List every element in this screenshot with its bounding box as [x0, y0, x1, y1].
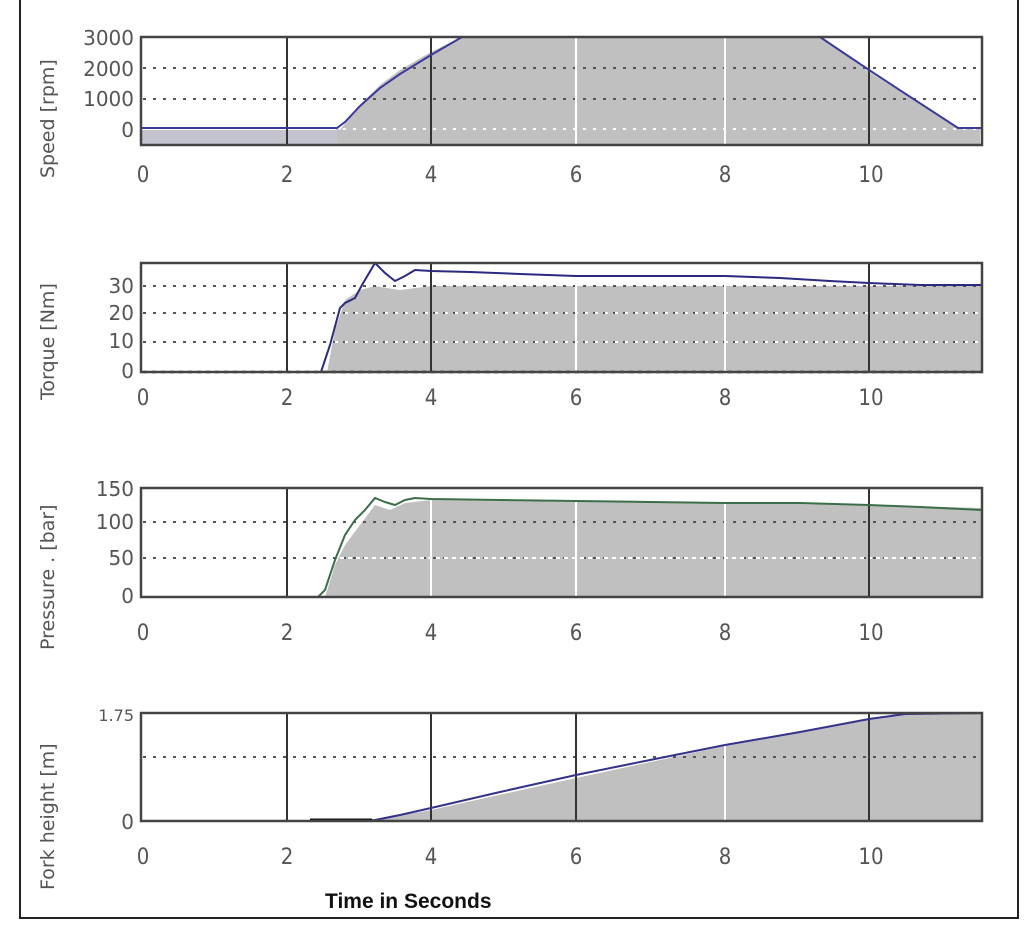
torque-grid-v [286, 263, 870, 372]
fork-height-panel: 1.75 0 0 2 4 6 8 10 Fork height [m] Time… [37, 706, 984, 913]
speed-axes-box [139, 35, 984, 147]
xtick-4: 4 [425, 845, 438, 870]
torque-axes-box [139, 261, 984, 374]
xtick-6: 6 [570, 386, 583, 411]
pressure-grid-v [286, 488, 870, 597]
pressure-ytick-150: 150 [96, 477, 134, 501]
speed-ylabel: Speed [rpm] [37, 59, 59, 178]
pressure-panel: 150 100 50 0 0 2 4 6 8 10 Pressure . [ba… [37, 477, 984, 650]
speed-x-ticks: 0 2 4 6 8 10 [137, 163, 884, 188]
xtick-8: 8 [719, 621, 732, 646]
xtick-4: 4 [425, 621, 438, 646]
xtick-0: 0 [137, 621, 150, 646]
fork-ylabel: Fork height [m] [37, 743, 59, 890]
torque-x-ticks: 0 2 4 6 8 10 [137, 386, 884, 411]
xtick-6: 6 [570, 621, 583, 646]
pressure-ytick-50: 50 [109, 546, 134, 570]
fork-grid-v [286, 713, 870, 821]
torque-ytick-20: 20 [109, 301, 134, 325]
fork-ytick-1-75: 1.75 [98, 706, 134, 725]
speed-ytick-0: 0 [121, 118, 134, 142]
pressure-x-ticks: 0 2 4 6 8 10 [137, 621, 884, 646]
pressure-ytick-0: 0 [121, 584, 134, 608]
speed-line [141, 36, 982, 129]
xtick-10: 10 [858, 386, 883, 411]
pressure-line [141, 496, 983, 598]
xtick-2: 2 [281, 163, 294, 188]
xtick-8: 8 [719, 163, 732, 188]
xtick-10: 10 [858, 621, 883, 646]
xtick-8: 8 [719, 845, 732, 870]
torque-panel: 30 20 10 0 0 2 4 6 8 10 Torque [Nm] [37, 261, 984, 411]
xtick-0: 0 [137, 163, 150, 188]
fork-axes-box [139, 711, 984, 823]
xtick-2: 2 [281, 386, 294, 411]
torque-ytick-30: 30 [109, 274, 134, 298]
xtick-0: 0 [137, 845, 150, 870]
torque-ytick-0: 0 [121, 359, 134, 383]
speed-ytick-1000: 1000 [83, 87, 134, 111]
torque-ytick-10: 10 [109, 329, 134, 353]
pressure-ytick-100: 100 [96, 510, 134, 534]
pressure-y-ticks: 150 100 50 0 [96, 477, 134, 608]
pressure-fill-area [325, 500, 982, 597]
fork-x-ticks: 0 2 4 6 8 10 [137, 845, 884, 870]
speed-fill-area [335, 37, 980, 145]
figure-frame [19, 0, 1019, 919]
fork-y-ticks: 1.75 0 [98, 706, 134, 834]
xtick-6: 6 [570, 845, 583, 870]
xtick-2: 2 [281, 621, 294, 646]
pressure-ylabel: Pressure . [bar] [37, 504, 59, 650]
torque-y-ticks: 30 20 10 0 [109, 274, 134, 383]
fork-ytick-0: 0 [121, 810, 134, 834]
xtick-6: 6 [570, 163, 583, 188]
xtick-0: 0 [137, 386, 150, 411]
speed-panel: 3000 2000 1000 0 0 2 4 6 8 10 Speed [rpm… [37, 26, 984, 188]
xtick-4: 4 [425, 163, 438, 188]
speed-y-ticks: 3000 2000 1000 0 [83, 26, 134, 142]
speed-ytick-2000: 2000 [83, 57, 134, 81]
torque-line [141, 261, 982, 373]
pressure-axes-box [139, 486, 984, 599]
xtick-4: 4 [425, 386, 438, 411]
xtick-8: 8 [719, 386, 732, 411]
speed-ytick-3000: 3000 [83, 26, 134, 50]
xtick-2: 2 [281, 845, 294, 870]
xtick-10: 10 [858, 163, 883, 188]
speed-baseline-band [141, 130, 337, 145]
fork-fill-area [370, 713, 982, 821]
x-axis-label: Time in Seconds [325, 890, 492, 913]
xtick-10: 10 [858, 845, 883, 870]
torque-ylabel: Torque [Nm] [37, 283, 59, 401]
torque-fill-area [327, 286, 982, 372]
